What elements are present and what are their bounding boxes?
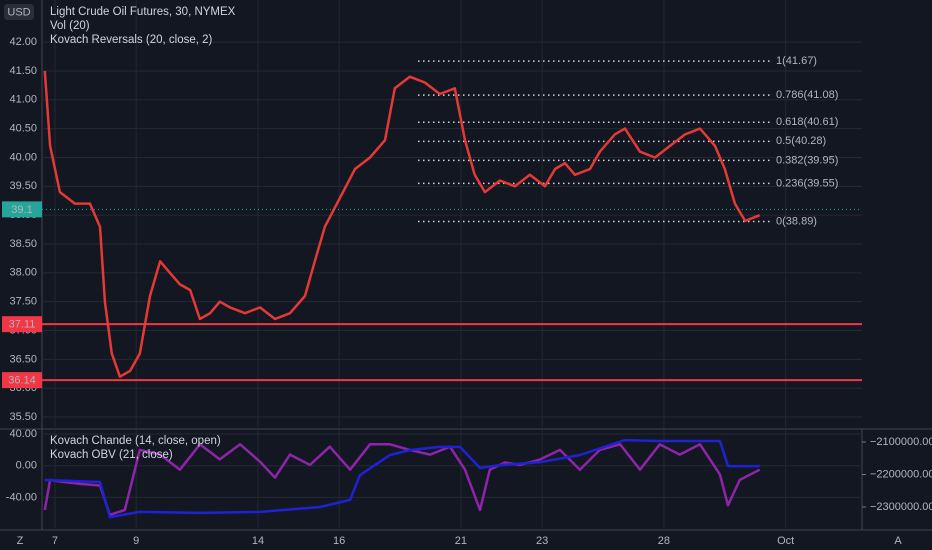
- legend-entry: Vol (20): [50, 20, 90, 32]
- zoom-button[interactable]: Z: [17, 535, 24, 547]
- x-tick-label: 16: [333, 535, 345, 547]
- price-tag-label: 37.11: [9, 319, 36, 331]
- x-tick-label: 21: [455, 535, 467, 547]
- y-tick-label: 37.50: [9, 296, 37, 308]
- fib-label: 0.618(40.61): [776, 116, 838, 128]
- legend-entry: Kovach Chande (14, close, open): [50, 435, 221, 447]
- x-tick-label: 9: [133, 535, 139, 547]
- legend-entry: Kovach Reversals (20, close, 2): [50, 34, 213, 46]
- y-tick-label: 40.00: [9, 151, 37, 163]
- y-tick-label: 42.00: [9, 36, 37, 48]
- fib-label: 0.5(40.28): [776, 135, 826, 147]
- currency-label: USD: [7, 6, 30, 18]
- y2-tick-label: −2300000.00: [870, 501, 932, 513]
- y-tick-label: 39.50: [9, 180, 37, 192]
- y-tick-label: 35.50: [9, 411, 37, 423]
- y-tick-label: 40.00: [9, 428, 37, 440]
- y-tick-label: -40.00: [6, 491, 37, 503]
- fib-label: 1(41.67): [776, 55, 817, 67]
- fib-label: 0.382(39.95): [776, 154, 838, 166]
- price-tag-label: 36.14: [8, 375, 36, 387]
- last-price-tag: [2, 201, 42, 218]
- legend-entry: Kovach OBV (21, close): [50, 449, 173, 461]
- y-tick-label: 36.50: [9, 353, 37, 365]
- y-tick-label: 40.50: [9, 123, 37, 135]
- x-tick-label: 14: [252, 535, 264, 547]
- x-tick-label: Oct: [777, 535, 794, 547]
- fib-label: 0(38.89): [776, 215, 817, 227]
- y2-tick-label: −2100000.00: [870, 436, 932, 448]
- fib-label: 0.236(39.55): [776, 177, 838, 189]
- series-line: [43, 70, 761, 378]
- fib-label: 0.786(41.08): [776, 89, 838, 101]
- x-tick-label: 23: [536, 535, 548, 547]
- auto-scale-button[interactable]: A: [894, 535, 902, 547]
- y-tick-label: 38.50: [9, 238, 37, 250]
- last-price-label: 39.1: [11, 204, 32, 216]
- series-line: [44, 438, 760, 519]
- chart-title: Light Crude Oil Futures, 30, NYMEX: [50, 6, 236, 18]
- currency-button[interactable]: [4, 4, 34, 20]
- x-tick-label: 7: [52, 535, 58, 547]
- y-tick-label: 38.00: [9, 267, 37, 279]
- series-line: [43, 443, 761, 517]
- y-tick-label: 41.00: [9, 94, 37, 106]
- price-tag: [2, 316, 42, 333]
- price-tag: [2, 372, 42, 389]
- y-tick-label: 41.50: [9, 65, 37, 77]
- y-tick-label: 0.00: [16, 460, 37, 472]
- x-tick-label: 28: [658, 535, 670, 547]
- y2-tick-label: −2200000.00: [870, 468, 932, 480]
